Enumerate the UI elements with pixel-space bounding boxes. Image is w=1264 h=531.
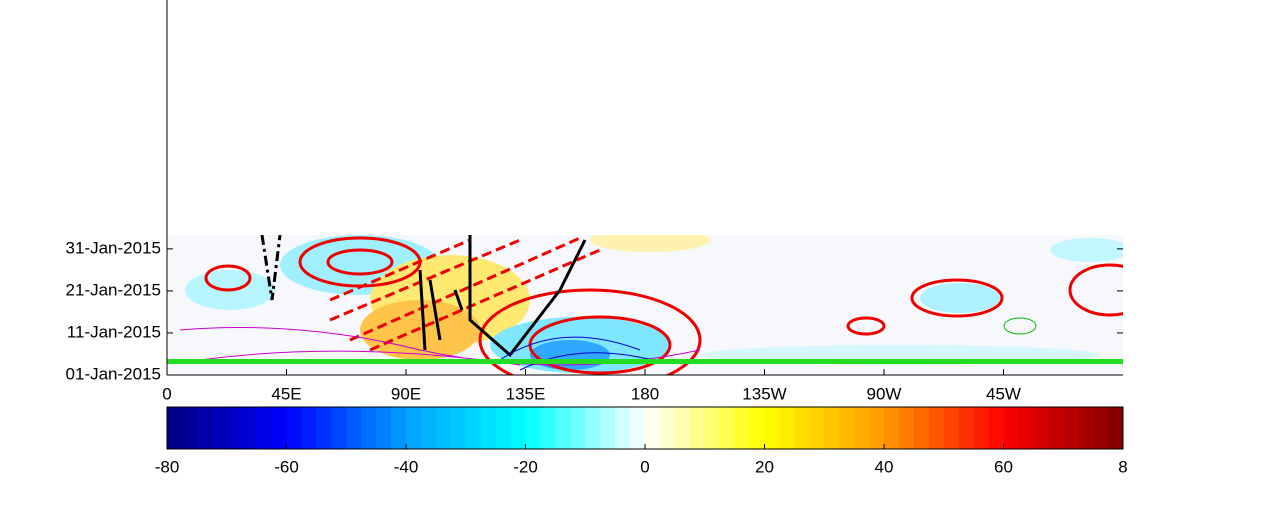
colorbar-cell xyxy=(913,407,930,449)
colorbar-cell xyxy=(943,407,960,449)
colorbar-cell xyxy=(435,407,452,449)
colorbar-cell xyxy=(540,407,556,449)
colorbar-cell xyxy=(1003,407,1019,449)
x-tick-label: 90W xyxy=(867,384,902,403)
colorbar-cell xyxy=(1093,407,1109,449)
colorbar-cell xyxy=(928,407,945,449)
x-tick-label: 135W xyxy=(742,384,786,403)
x-tick-label: 135E xyxy=(506,384,546,403)
colorbar-cell xyxy=(495,407,512,449)
colorbar-cell xyxy=(973,407,990,449)
x-tick-label: 45W xyxy=(986,384,1021,403)
colorbar-cell xyxy=(1063,407,1079,449)
colorbar-cell xyxy=(734,407,751,449)
colorbar-cell xyxy=(659,407,676,449)
colorbar-cell xyxy=(196,407,213,449)
colorbar-cell xyxy=(226,407,243,449)
colorbar-cell xyxy=(1078,407,1094,449)
colorbar-cell xyxy=(361,407,377,449)
colorbar-cell xyxy=(1033,407,1049,449)
y-tick-label: 11-Jan-2015 xyxy=(67,322,161,341)
colorbar-cell xyxy=(854,407,870,449)
colorbar-cell xyxy=(824,407,840,449)
x-tick-label: 180 xyxy=(631,384,659,403)
colorbar-tick-label: 8 xyxy=(1118,457,1127,476)
colorbar xyxy=(167,407,1124,449)
colorbar-cell xyxy=(316,407,332,449)
colorbar-cell xyxy=(346,407,362,449)
y-tick-label: 21-Jan-2015 xyxy=(66,280,161,299)
y-tick-label: 01-Jan-2015 xyxy=(66,364,161,383)
colorbar-cell xyxy=(794,407,810,449)
colorbar-cell xyxy=(480,407,497,449)
colorbar-cell xyxy=(555,407,571,449)
colorbar-cell xyxy=(1108,407,1124,449)
colorbar-cell xyxy=(809,407,825,449)
colorbar-cell xyxy=(391,407,407,449)
colorbar-cell xyxy=(376,407,392,449)
colorbar-cell xyxy=(256,407,273,449)
colorbar-cell xyxy=(241,407,258,449)
x-tick-label: 45E xyxy=(271,384,301,403)
colorbar-cell xyxy=(600,407,616,449)
colorbar-cell xyxy=(465,407,482,449)
colorbar-tick-label: 60 xyxy=(994,457,1013,476)
colorbar-cell xyxy=(704,407,721,449)
colorbar-cell xyxy=(181,407,198,449)
colorbar-tick-label: 20 xyxy=(755,457,774,476)
colorbar-cell xyxy=(884,407,900,449)
colorbar-tick-label: -60 xyxy=(274,457,299,476)
y-tick-label: 31-Jan-2015 xyxy=(66,238,161,257)
colorbar-cell xyxy=(525,407,541,449)
x-tick-label: 0 xyxy=(162,384,171,403)
colorbar-tick-label: 0 xyxy=(640,457,649,476)
colorbar-cell xyxy=(779,407,795,449)
colorbar-cell xyxy=(331,407,347,449)
colorbar-cell xyxy=(1018,407,1034,449)
field xyxy=(167,235,1123,375)
colorbar-cell xyxy=(898,407,915,449)
colorbar-tick-label: 40 xyxy=(875,457,894,476)
colorbar-tick-label: -40 xyxy=(394,457,419,476)
colorbar-cell xyxy=(211,407,228,449)
colorbar-cell xyxy=(286,407,302,449)
colorbar-cell xyxy=(406,407,422,449)
x-tick-label: 90E xyxy=(391,384,421,403)
colorbar-cell xyxy=(450,407,467,449)
colorbar-tick-label: -20 xyxy=(513,457,538,476)
colorbar-cell xyxy=(749,407,765,449)
colorbar-cell xyxy=(630,407,646,449)
colorbar-cell xyxy=(615,407,631,449)
colorbar-cell xyxy=(570,407,586,449)
colorbar-cell xyxy=(719,407,736,449)
colorbar-cell xyxy=(764,407,780,449)
colorbar-cell xyxy=(1048,407,1064,449)
colorbar-cell xyxy=(420,407,437,449)
colorbar-cell xyxy=(585,407,601,449)
colorbar-cell xyxy=(689,407,706,449)
colorbar-cell xyxy=(167,407,183,449)
colorbar-cell xyxy=(988,407,1004,449)
colorbar-cell xyxy=(674,407,691,449)
colorbar-tick-label: -80 xyxy=(155,457,180,476)
colorbar-cell xyxy=(839,407,855,449)
colorbar-cell xyxy=(510,407,526,449)
colorbar-cell xyxy=(958,407,975,449)
colorbar-cell xyxy=(869,407,885,449)
colorbar-cell xyxy=(645,407,661,449)
colorbar-cell xyxy=(301,407,317,449)
colorbar-cell xyxy=(271,407,287,449)
